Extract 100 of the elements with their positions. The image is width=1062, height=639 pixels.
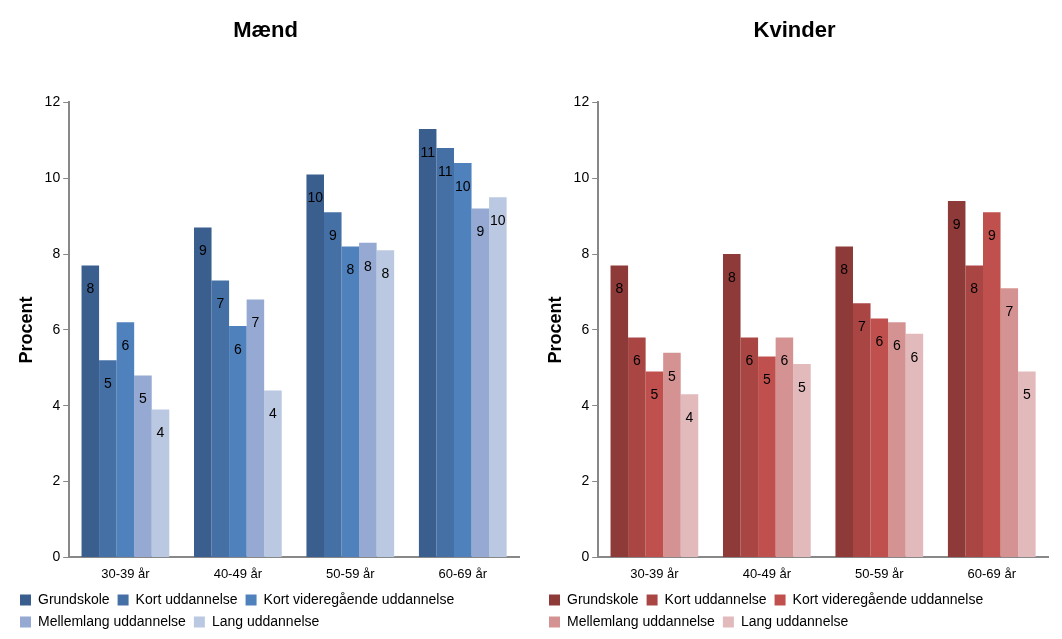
y-tick-label: 0 xyxy=(52,548,61,565)
x-tick-label: 30-39 år xyxy=(630,565,680,581)
data-label: 6 xyxy=(121,337,130,354)
data-label: 7 xyxy=(1005,303,1014,320)
bar xyxy=(194,227,212,557)
y-axis-title: Procent xyxy=(544,296,565,364)
bar xyxy=(489,197,507,557)
data-label: 11 xyxy=(437,162,453,179)
bar xyxy=(436,147,454,557)
data-label: 9 xyxy=(987,227,996,244)
data-label: 8 xyxy=(346,261,355,278)
legend-label: Kort uddannelse xyxy=(664,590,767,607)
data-label: 10 xyxy=(454,177,471,194)
y-tick-label: 0 xyxy=(581,548,590,565)
y-tick-label: 8 xyxy=(52,244,61,261)
legend-label: Kort videregående uddannelse xyxy=(263,590,455,607)
y-tick-label: 10 xyxy=(44,169,61,186)
data-label: 8 xyxy=(727,268,736,285)
x-tick-label: 50-59 år xyxy=(326,565,376,581)
y-tick-label: 4 xyxy=(581,396,590,413)
legend-label: Lang uddannelse xyxy=(211,612,320,629)
data-label: 5 xyxy=(798,378,807,395)
data-label: 8 xyxy=(363,257,372,274)
data-label: 5 xyxy=(1022,386,1031,403)
bar xyxy=(211,280,230,557)
data-label: 9 xyxy=(198,242,207,259)
bar xyxy=(905,333,924,557)
x-tick-label: 50-59 år xyxy=(855,565,905,581)
y-tick-label: 4 xyxy=(52,396,61,413)
bar xyxy=(740,337,759,557)
bar xyxy=(418,128,437,557)
bar xyxy=(324,212,342,557)
bar xyxy=(376,250,395,557)
data-label: 5 xyxy=(762,371,771,388)
x-tick-label: 40-49 år xyxy=(742,565,792,581)
bar xyxy=(229,326,247,557)
data-label: 6 xyxy=(780,352,789,369)
data-label: 8 xyxy=(86,280,95,297)
data-label: 7 xyxy=(857,318,866,335)
bar xyxy=(151,409,170,557)
data-label: 6 xyxy=(892,337,901,354)
bar xyxy=(758,356,776,557)
legend-label: Kort uddannelse xyxy=(135,590,238,607)
y-tick-label: 2 xyxy=(581,472,590,489)
data-label: 7 xyxy=(216,295,225,312)
chart-title: Mænd xyxy=(233,17,298,43)
bar xyxy=(723,254,741,557)
bar xyxy=(99,360,117,557)
y-tick-label: 10 xyxy=(573,169,590,186)
bar xyxy=(341,246,360,557)
bar xyxy=(1018,371,1036,557)
data-label: 10 xyxy=(490,212,506,229)
legend-label: Mellemlang uddannelse xyxy=(38,612,187,629)
bar xyxy=(775,337,794,557)
data-label: 7 xyxy=(251,314,260,331)
bar xyxy=(663,352,681,557)
legend-label: Kort videregående uddannelse xyxy=(792,590,984,607)
y-axis-title: Procent xyxy=(15,296,36,364)
bar xyxy=(870,318,889,557)
bar xyxy=(853,303,871,557)
data-label: 8 xyxy=(381,265,390,282)
bar xyxy=(246,299,265,557)
bar xyxy=(359,242,377,557)
y-tick-label: 6 xyxy=(52,320,61,337)
legend-label: Grundskole xyxy=(38,590,110,607)
data-label: 6 xyxy=(632,352,641,369)
data-label: 6 xyxy=(910,348,919,365)
data-label: 5 xyxy=(650,386,659,403)
data-label: 11 xyxy=(420,143,436,160)
data-label: 9 xyxy=(952,215,961,232)
bar xyxy=(264,390,282,557)
data-label: 4 xyxy=(269,405,278,422)
data-label: 8 xyxy=(840,261,849,278)
bar xyxy=(983,212,1001,557)
data-label: 6 xyxy=(233,340,242,357)
y-tick-label: 6 xyxy=(581,320,590,337)
x-tick-label: 60-69 år xyxy=(967,565,1017,581)
data-label: 10 xyxy=(307,189,324,206)
bar xyxy=(116,322,135,557)
bar xyxy=(835,246,853,557)
legend-label: Grundskole xyxy=(567,590,639,607)
bar xyxy=(610,265,629,557)
data-label: 4 xyxy=(156,424,165,441)
x-tick-label: 60-69 år xyxy=(438,565,488,581)
data-label: 8 xyxy=(615,280,624,297)
data-label: 4 xyxy=(685,409,694,426)
bar xyxy=(454,163,472,557)
legend-label: Lang uddannelse xyxy=(740,612,849,629)
bar xyxy=(888,322,906,557)
y-tick-label: 8 xyxy=(581,244,590,261)
bar xyxy=(965,265,983,557)
legend-label: Mellemlang uddannelse xyxy=(567,612,716,629)
bar xyxy=(793,364,811,557)
bar xyxy=(1000,288,1019,557)
data-label: 8 xyxy=(970,280,979,297)
bar xyxy=(680,394,699,557)
y-tick-label: 12 xyxy=(573,93,590,110)
data-label: 6 xyxy=(875,333,884,350)
y-tick-label: 2 xyxy=(52,472,61,489)
data-label: 6 xyxy=(745,352,754,369)
